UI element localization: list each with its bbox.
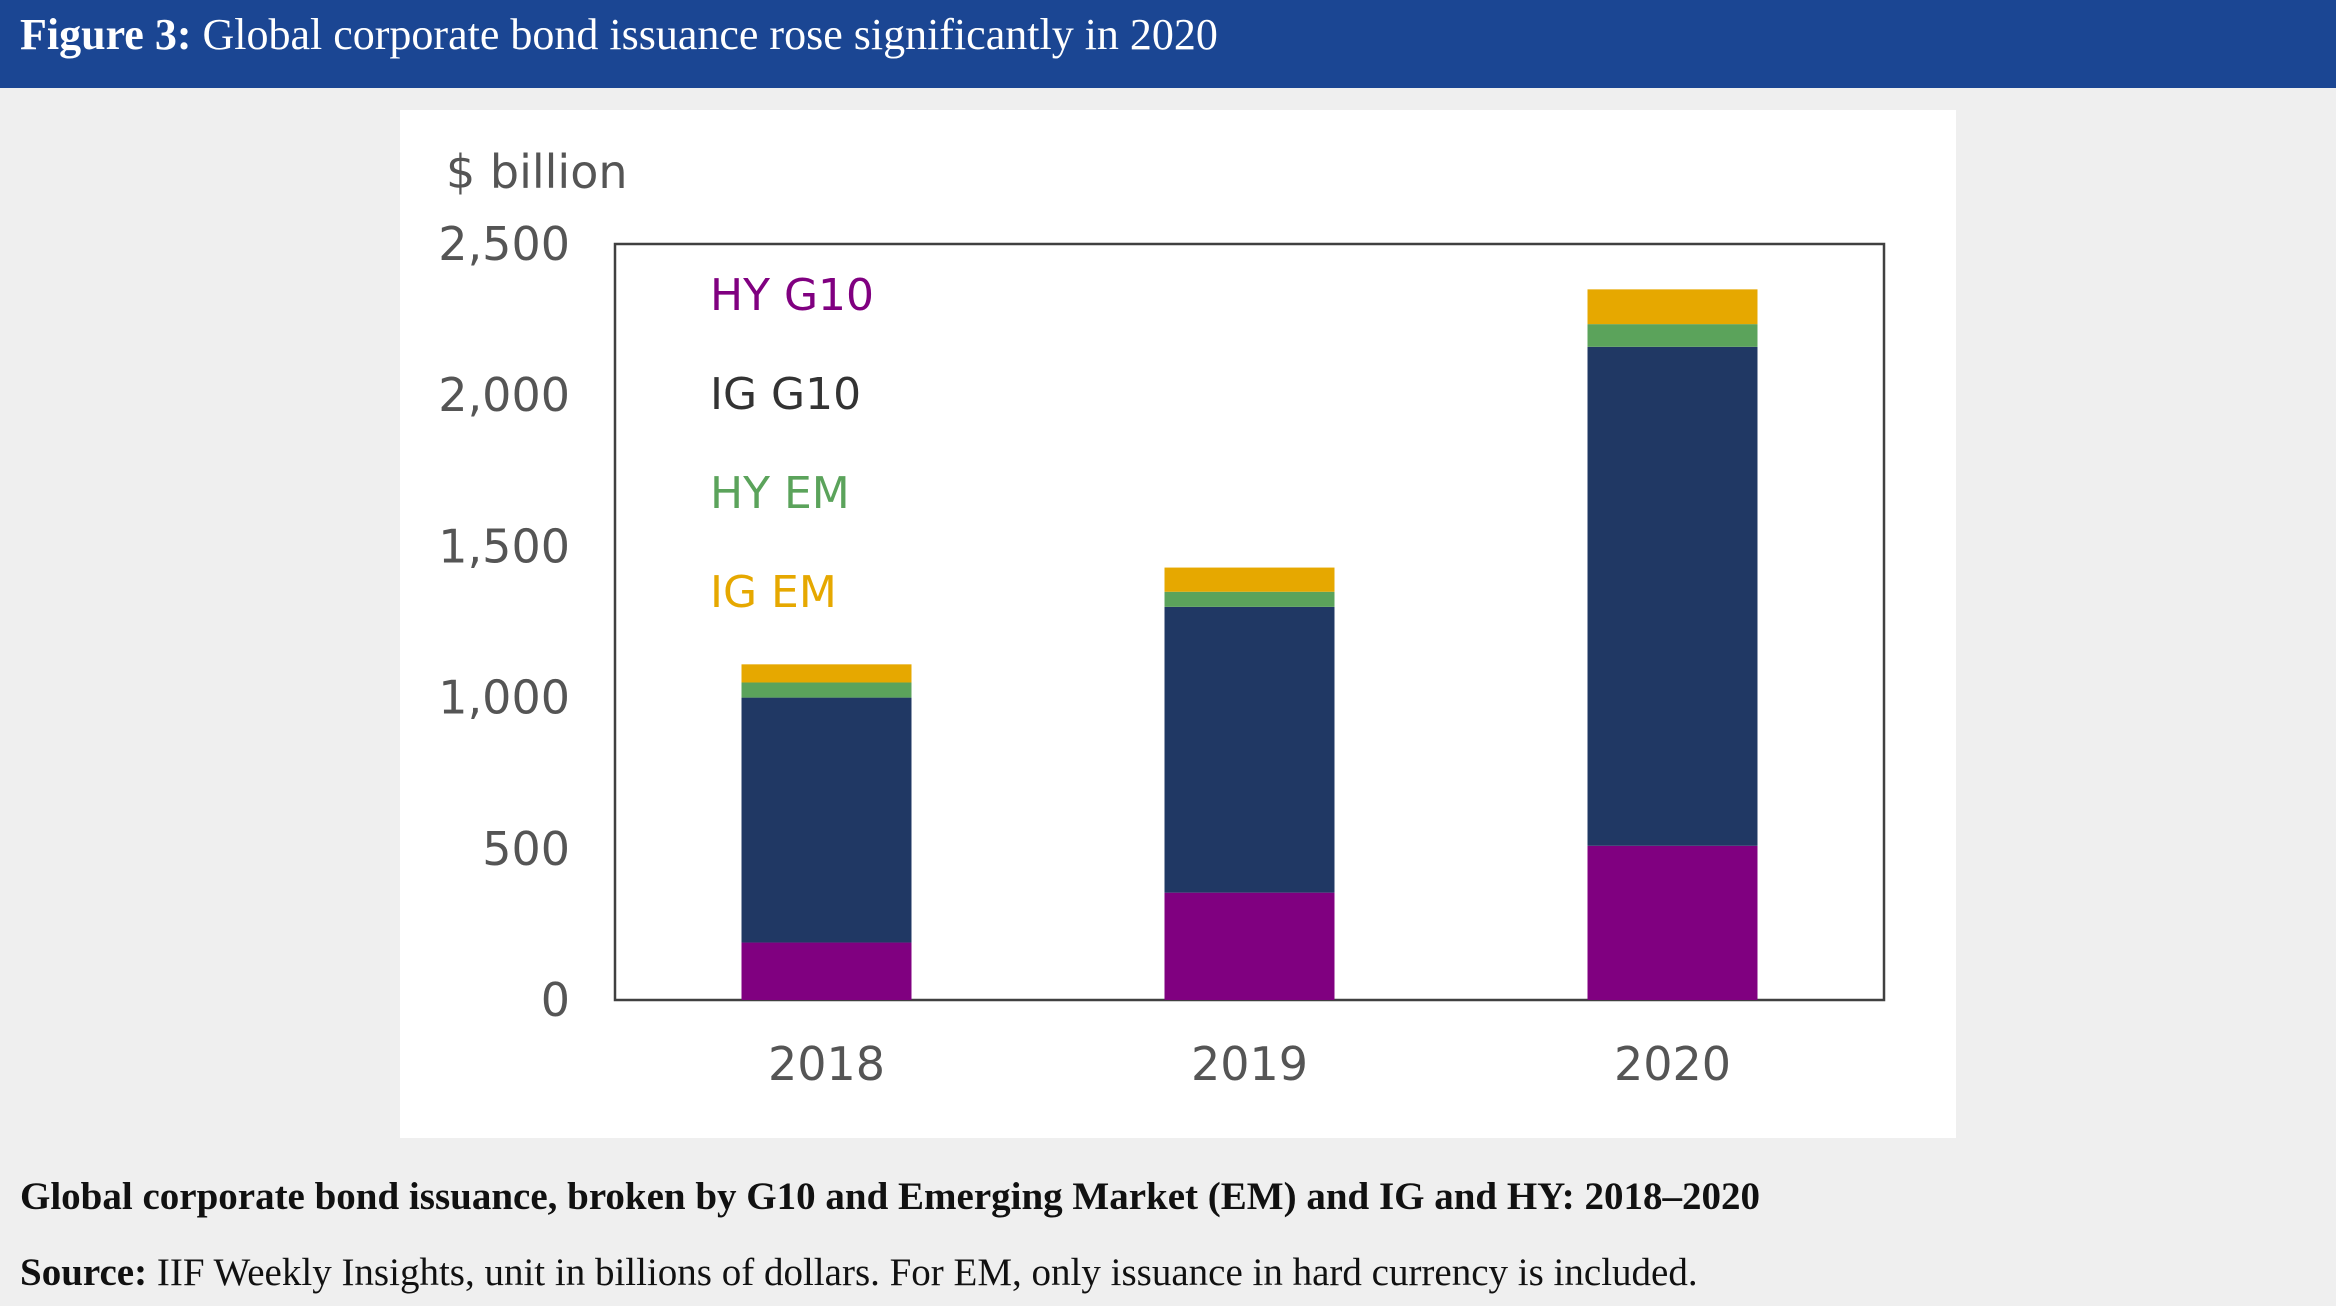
bar-hy-g10-2018 <box>741 942 912 1000</box>
figure-caption: Global corporate bond issuance, broken b… <box>20 1175 1760 1218</box>
y-tick-label: 0 <box>541 973 570 1027</box>
legend-entry: HY G10 <box>710 270 874 321</box>
bar-hy-g10-2020 <box>1587 845 1758 1000</box>
figure-header: Figure 3: Global corporate bond issuance… <box>0 0 2336 88</box>
y-tick-label: 2,000 <box>438 368 570 422</box>
x-tick-label: 2020 <box>1614 1037 1731 1091</box>
y-axis-label: $ billion <box>446 145 628 199</box>
bar-ig-g10-2018 <box>741 697 912 943</box>
x-tick-label: 2018 <box>768 1037 885 1091</box>
legend-entry: HY EM <box>710 468 850 519</box>
bar-hy-g10-2019 <box>1164 892 1335 1000</box>
bar-hy-em-2019 <box>1164 591 1335 607</box>
bar-ig-g10-2020 <box>1587 346 1758 846</box>
bar-ig-em-2020 <box>1587 289 1758 325</box>
source-label: Source: <box>20 1251 148 1294</box>
chart-panel: $ billion 0 500 1,000 1,500 2,000 2,500 2018 201… <box>400 110 1956 1138</box>
x-tick-label: 2019 <box>1191 1037 1308 1091</box>
figure-label: Figure 3: <box>20 10 192 59</box>
y-tick-label: 500 <box>482 822 570 876</box>
bar-hy-em-2020 <box>1587 324 1758 347</box>
source-text: IIF Weekly Insights, unit in billions of… <box>156 1251 1698 1294</box>
y-tick-label: 1,000 <box>438 671 570 725</box>
legend-entry: IG EM <box>710 567 837 618</box>
bar-ig-em-2018 <box>741 664 912 683</box>
y-tick-label: 2,500 <box>438 217 570 271</box>
y-tick-label: 1,500 <box>438 519 570 573</box>
legend-entry: IG G10 <box>710 369 861 420</box>
bar-hy-em-2018 <box>741 682 912 698</box>
figure-title: Global corporate bond issuance rose sign… <box>202 10 1218 59</box>
source-note: Source: IIF Weekly Insights, unit in bil… <box>20 1248 2310 1298</box>
stacked-bar-chart: $ billion 0 500 1,000 1,500 2,000 2,500 2018 201… <box>438 145 1886 1091</box>
bar-ig-g10-2019 <box>1164 606 1335 893</box>
bar-ig-em-2019 <box>1164 567 1335 592</box>
